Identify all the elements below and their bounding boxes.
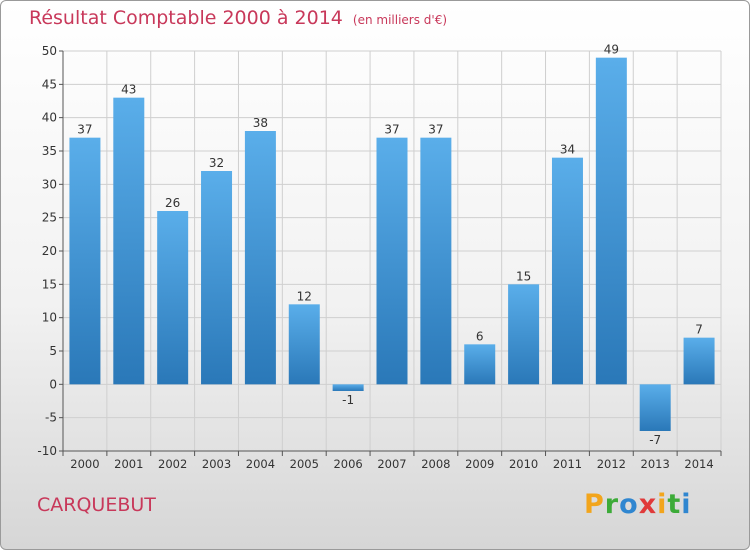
data-label: 26	[165, 196, 180, 210]
axes: -10 -5 0 5 10 15 20 25 30 35 40 45 50 2000 2001 2002 200…	[37, 44, 722, 471]
x-tick-label: 2003	[202, 457, 231, 471]
bar	[113, 97, 145, 385]
bar	[69, 137, 101, 385]
x-tick-label: 2010	[509, 457, 538, 471]
x-tick-label: 2006	[333, 457, 362, 471]
x-tick-label: 2013	[641, 457, 670, 471]
x-tick-label: 2011	[553, 457, 582, 471]
chart-subtitle: (en milliers d'€)	[352, 13, 448, 27]
data-labels: 37 43 26 32 38 12 -1 37 37 6 15 34 49 -7 7	[77, 43, 703, 447]
data-label: 34	[560, 143, 575, 157]
logo-letter: i	[657, 489, 668, 520]
x-tick-label: 2001	[114, 457, 143, 471]
x-tick-label: 2007	[377, 457, 406, 471]
bar	[244, 131, 276, 385]
data-label: 43	[121, 83, 136, 97]
bar	[595, 57, 627, 385]
bars	[69, 57, 715, 431]
x-tick-label: 2012	[597, 457, 626, 471]
bar	[464, 344, 496, 385]
data-label: 15	[516, 269, 531, 283]
y-tick-label: 0	[49, 377, 57, 391]
x-tick-label: 2014	[684, 457, 713, 471]
bar	[639, 384, 671, 431]
x-tick-label: 2000	[70, 457, 99, 471]
data-label: 37	[77, 123, 92, 137]
data-label: 38	[253, 116, 268, 130]
x-tick-label: 2008	[421, 457, 450, 471]
logo-letter: x	[638, 489, 658, 520]
data-label: 37	[384, 123, 399, 137]
data-label: -1	[342, 393, 354, 407]
y-tick-label: 35	[42, 144, 57, 158]
bar	[332, 384, 364, 391]
y-tick-label: 5	[49, 344, 57, 358]
logo-letter: o	[619, 489, 639, 520]
data-label: 32	[209, 156, 224, 170]
y-tick-label: 30	[42, 177, 57, 191]
data-label: 6	[476, 329, 484, 343]
logo-letter: i	[681, 489, 692, 520]
bar	[420, 137, 452, 385]
logo-letter: r	[604, 489, 620, 520]
y-tick-label: 45	[42, 77, 57, 91]
bar	[288, 304, 320, 385]
y-tick-label: 50	[42, 44, 57, 58]
y-tick-label: -10	[37, 444, 57, 458]
x-tick-label: 2005	[290, 457, 319, 471]
y-tick-label: 15	[42, 277, 57, 291]
y-tick-label: -5	[45, 411, 57, 425]
data-label: 37	[428, 123, 443, 137]
logo-letter: P	[584, 489, 605, 520]
bar	[376, 137, 408, 385]
y-tick-label: 25	[42, 211, 57, 225]
bar	[157, 211, 189, 385]
data-label: 12	[297, 289, 312, 303]
bar	[201, 171, 233, 385]
bar	[683, 337, 715, 385]
commune-name: CARQUEBUT	[37, 494, 156, 516]
y-tick-label: 40	[42, 111, 57, 125]
x-tick-label: 2002	[158, 457, 187, 471]
chart-title: Résultat Comptable 2000 à 2014	[29, 7, 343, 29]
chart-title-group: Résultat Comptable 2000 à 2014 (en millie…	[29, 7, 447, 29]
y-tick-label: 10	[42, 311, 57, 325]
y-tick-label: 20	[42, 244, 57, 258]
proxiti-logo: Proxiti	[584, 489, 692, 520]
data-label: 7	[695, 323, 703, 337]
x-tick-label: 2004	[246, 457, 275, 471]
bar	[551, 157, 583, 385]
data-label: 49	[604, 43, 619, 57]
data-label: -7	[649, 433, 661, 447]
x-tick-label: 2009	[465, 457, 494, 471]
logo-letter: t	[667, 489, 682, 520]
bar	[508, 284, 540, 385]
